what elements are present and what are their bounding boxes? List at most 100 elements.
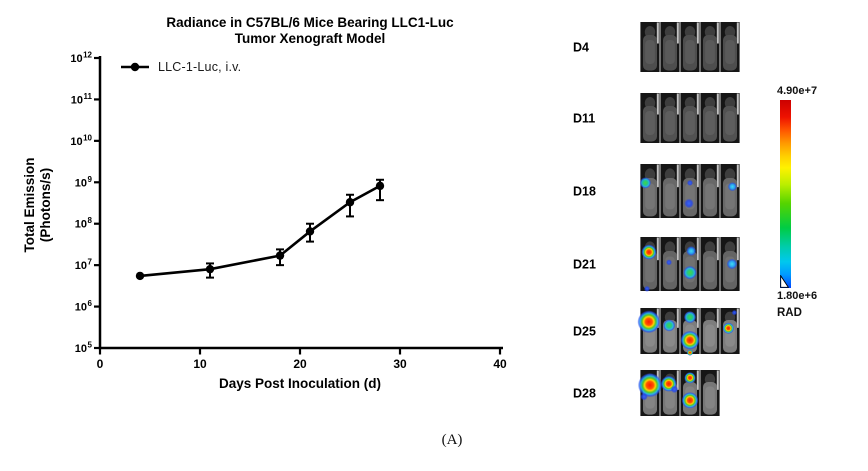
mouse-panel: [700, 308, 720, 354]
data-point: [345, 198, 355, 207]
bioluminescence-hotspot: [731, 309, 738, 316]
data-point: [375, 181, 385, 191]
mouse-row-label: D18: [573, 185, 596, 199]
x-axis-title: Days Post Inoculation (d): [219, 376, 381, 391]
y-tick-label: 109: [75, 175, 93, 190]
data-point: [275, 251, 285, 260]
mouse-panel: [640, 93, 660, 143]
mouse-panel: [720, 164, 740, 218]
bioluminescence-hotspot: [641, 244, 657, 260]
mouse-image-strip: [640, 22, 740, 72]
mouse-panel: [700, 370, 720, 416]
chart-title-line2: Tumor Xenograft Model: [234, 30, 386, 46]
chart-title-line1: Radiance in C57BL/6 Mice Bearing LLC1-Lu…: [166, 15, 454, 30]
mouse-image-row: D4: [573, 22, 740, 72]
mouse-head: [724, 97, 736, 109]
y-tick-label: 1010: [70, 133, 92, 148]
nose-cone-stripe: [716, 164, 719, 188]
mouse-head: [684, 168, 696, 182]
radiance-colorbar: 4.90e+7 1.80e+6 RAD: [776, 85, 868, 330]
mouse-panel: [700, 93, 720, 143]
nose-cone-stripe: [676, 164, 679, 188]
y-tick-label: 105: [75, 341, 93, 356]
mouse-panel: [700, 237, 720, 291]
mouse-image-row: D28: [573, 370, 720, 416]
mouse-head: [684, 97, 696, 109]
nose-cone-stripe: [656, 237, 659, 261]
bioluminescence-hotspot: [683, 265, 697, 280]
bioluminescence-hotspot: [684, 372, 696, 384]
mouse-image-strip: [637, 308, 740, 356]
mouse-panel: [680, 237, 700, 291]
nose-cone-stripe: [716, 22, 719, 44]
y-tick-label: 1011: [71, 92, 93, 107]
mouse-image-strip: [640, 237, 740, 292]
y-tick-label: 107: [75, 258, 93, 273]
mouse-panel: [640, 22, 660, 72]
data-series-line: [139, 184, 381, 278]
nose-cone-stripe: [696, 237, 699, 261]
mouse-head: [644, 97, 656, 109]
mouse-head: [704, 311, 716, 323]
nose-cone-stripe: [656, 93, 659, 115]
bioluminescence-hotspot: [681, 392, 699, 409]
axes: [98, 56, 503, 350]
data-point: [135, 271, 145, 281]
mouse-image-row: D11: [573, 93, 740, 143]
mouse-head: [724, 241, 736, 255]
bioluminescence-hotspot: [637, 310, 661, 334]
mouse-row-label: D28: [573, 387, 596, 401]
bioluminescence-hotspot: [639, 177, 652, 189]
figure-caption: (A): [441, 432, 463, 448]
mouse-bioluminescence-panel: D4 D11 D18 D21 D25 D28: [573, 22, 740, 416]
nose-cone-stripe: [736, 93, 739, 115]
bioluminescence-hotspot: [727, 182, 737, 192]
mouse-row-label: D11: [573, 112, 595, 126]
mouse-head: [664, 168, 676, 182]
mouse-panel: [660, 93, 680, 143]
bioluminescence-hotspot: [680, 330, 700, 350]
x-tick-label: 0: [97, 357, 104, 371]
x-tick-label: 10: [193, 357, 207, 371]
mouse-panel: [680, 22, 700, 72]
y-tick-label: 1012: [70, 51, 92, 66]
bioluminescence-hotspot: [726, 258, 738, 270]
bioluminescence-hotspot: [683, 311, 697, 324]
nose-cone-stripe: [716, 308, 719, 328]
x-tick-label: 40: [493, 357, 507, 371]
x-tick-label: 30: [393, 357, 407, 371]
colorbar-gradient: [780, 100, 791, 288]
y-tick-label: 106: [75, 299, 93, 314]
mouse-head: [664, 97, 676, 109]
nose-cone-stripe: [716, 237, 719, 261]
mouse-image-row: D21: [573, 237, 740, 292]
mouse-panel: [700, 164, 720, 218]
legend-marker-icon: [121, 62, 149, 72]
mouse-panel: [720, 93, 740, 143]
mouse-panel: [680, 164, 700, 218]
mouse-image-strip: [637, 370, 720, 416]
bioluminescence-hotspot: [722, 322, 735, 334]
mouse-row-label: D25: [573, 325, 596, 339]
colorbar-min-value: 1.80e+6: [777, 290, 818, 302]
bioluminescence-hotspot: [637, 373, 663, 398]
nose-cone-stripe: [696, 370, 699, 390]
bioluminescence-hotspot: [686, 246, 697, 256]
nose-cone-stripe: [736, 308, 739, 328]
data-point: [305, 227, 315, 236]
nose-cone-stripe: [676, 237, 679, 261]
nose-cone-stripe: [696, 93, 699, 115]
colorbar-unit-label: RAD: [777, 307, 802, 319]
bioluminescence-hotspot: [686, 349, 694, 356]
nose-cone-stripe: [736, 164, 739, 188]
chart-legend: LLC-1-Luc, i.v.: [120, 60, 241, 74]
bioluminescence-hotspot: [643, 285, 651, 292]
data-point: [205, 264, 215, 274]
nose-cone-stripe: [716, 370, 719, 390]
x-tick-label: 20: [293, 357, 307, 371]
mouse-panel: [720, 22, 740, 72]
mouse-panel: [660, 22, 680, 72]
tumor-growth-chart: 1012 1011 1010 109 108 107 106 105 0 10 20 30 40 Days…: [70, 51, 507, 392]
mouse-head: [724, 26, 736, 38]
mouse-head: [704, 241, 716, 255]
